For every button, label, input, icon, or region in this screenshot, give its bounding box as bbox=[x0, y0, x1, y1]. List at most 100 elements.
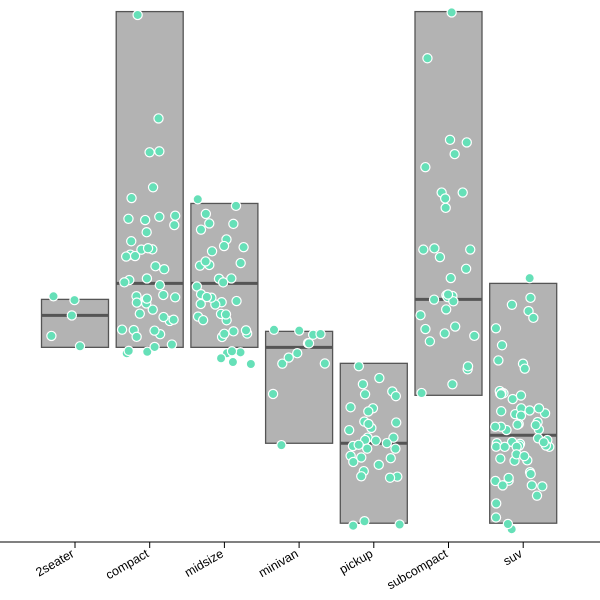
boxes-layer bbox=[40, 10, 558, 524]
box-compact bbox=[115, 10, 184, 348]
point-compact bbox=[141, 273, 153, 284]
point-compact bbox=[132, 9, 143, 21]
point-suv bbox=[495, 406, 507, 417]
point-compact bbox=[129, 250, 141, 262]
point-minivan bbox=[319, 358, 331, 369]
point-subcompact bbox=[415, 310, 426, 321]
point-subcompact bbox=[445, 272, 456, 284]
point-subcompact bbox=[424, 336, 436, 347]
point-subcompact bbox=[429, 243, 440, 254]
point-midsize bbox=[226, 273, 237, 284]
x-axis: 2seater compact midsize minivan pickup subcom… bbox=[0, 541, 600, 592]
point-suv bbox=[533, 403, 545, 414]
point-pickup bbox=[373, 459, 384, 471]
point-subcompact bbox=[448, 296, 459, 307]
point-subcompact bbox=[428, 294, 440, 305]
point-subcompact bbox=[420, 161, 431, 173]
point-suv bbox=[491, 498, 502, 509]
point-suv bbox=[495, 389, 507, 400]
point-suv bbox=[531, 490, 543, 501]
point-subcompact bbox=[434, 251, 446, 263]
point-subcompact bbox=[440, 202, 451, 214]
point-pickup bbox=[343, 424, 355, 436]
point-pickup bbox=[374, 372, 385, 384]
point-suv bbox=[490, 421, 501, 432]
point-pickup bbox=[391, 417, 402, 428]
point-compact bbox=[150, 261, 161, 272]
point-compact bbox=[154, 211, 165, 223]
x-tick-label-pickup: pickup bbox=[337, 546, 375, 576]
point-suv bbox=[490, 512, 502, 523]
point-suv bbox=[524, 405, 535, 416]
point-suv bbox=[526, 480, 538, 491]
point-subcompact bbox=[418, 244, 429, 255]
point-pickup bbox=[359, 389, 371, 400]
point-midsize bbox=[217, 277, 229, 288]
point-suv bbox=[524, 272, 535, 284]
point-midsize bbox=[228, 218, 239, 230]
point-2seater bbox=[48, 291, 59, 302]
point-2seater bbox=[74, 341, 86, 352]
point-minivan bbox=[267, 388, 279, 400]
point-suv bbox=[499, 441, 510, 453]
point-subcompact bbox=[449, 148, 460, 160]
point-compact bbox=[168, 314, 179, 325]
point-pickup bbox=[359, 516, 370, 527]
point-suv bbox=[496, 340, 508, 351]
point-suv bbox=[512, 419, 523, 430]
point-compact bbox=[154, 279, 166, 291]
point-midsize bbox=[195, 224, 207, 235]
point-pickup bbox=[385, 453, 396, 464]
point-pickup bbox=[384, 472, 396, 483]
point-suv bbox=[519, 450, 530, 462]
point-subcompact bbox=[440, 304, 452, 315]
point-pickup bbox=[381, 437, 393, 449]
point-midsize bbox=[197, 314, 209, 326]
point-compact bbox=[126, 192, 137, 204]
point-suv bbox=[503, 472, 514, 484]
point-compact bbox=[139, 214, 151, 226]
point-subcompact bbox=[444, 134, 456, 146]
point-minivan bbox=[276, 439, 287, 451]
point-midsize bbox=[235, 347, 246, 358]
point-midsize bbox=[238, 241, 249, 253]
points-layer bbox=[46, 7, 555, 535]
point-suv bbox=[493, 355, 504, 366]
point-suv bbox=[525, 468, 536, 480]
point-midsize bbox=[191, 281, 203, 292]
point-compact bbox=[123, 213, 134, 224]
point-pickup bbox=[363, 418, 374, 430]
point-subcompact bbox=[442, 289, 454, 300]
point-compact bbox=[158, 311, 169, 323]
point-pickup bbox=[353, 439, 364, 451]
point-subcompact bbox=[457, 187, 468, 198]
point-midsize bbox=[235, 257, 246, 269]
point-suv bbox=[537, 481, 548, 492]
point-subcompact bbox=[460, 263, 472, 274]
point-midsize bbox=[206, 246, 218, 257]
point-subcompact bbox=[462, 361, 474, 372]
point-compact bbox=[147, 182, 159, 193]
point-compact bbox=[131, 297, 143, 308]
point-suv bbox=[525, 292, 536, 304]
point-compact bbox=[166, 339, 178, 350]
point-subcompact bbox=[416, 387, 427, 399]
point-pickup bbox=[390, 443, 401, 454]
point-compact bbox=[149, 325, 160, 336]
point-subcompact bbox=[469, 330, 480, 342]
point-compact bbox=[141, 227, 152, 238]
point-compact bbox=[158, 289, 169, 301]
point-compact bbox=[158, 264, 170, 275]
point-midsize bbox=[226, 346, 238, 357]
point-compact bbox=[169, 292, 181, 303]
point-pickup bbox=[356, 452, 367, 463]
point-suv bbox=[528, 312, 539, 324]
point-minivan bbox=[294, 325, 305, 336]
point-midsize bbox=[200, 208, 212, 220]
point-compact bbox=[142, 243, 154, 254]
point-pickup bbox=[357, 379, 369, 390]
point-pickup bbox=[348, 456, 359, 468]
point-midsize bbox=[230, 200, 242, 212]
point-minivan bbox=[277, 358, 288, 369]
